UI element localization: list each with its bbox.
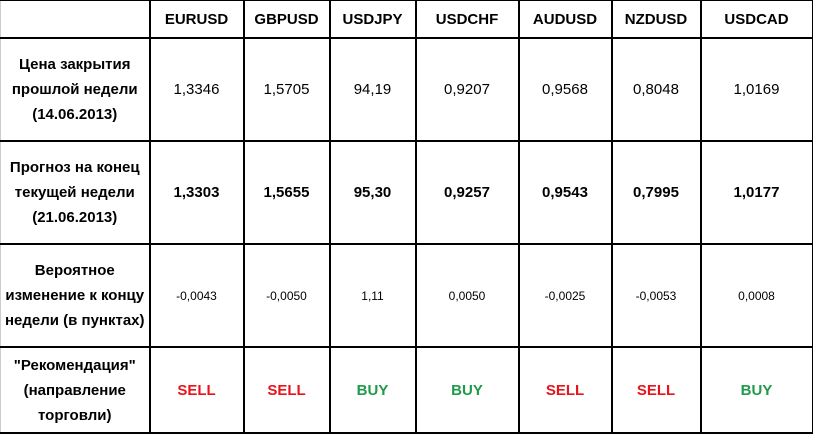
recommendation-buy: BUY xyxy=(699,346,813,434)
row-label: "Рекомендация" (направление торговли) xyxy=(0,346,151,434)
table-row: Цена закрытия прошлой недели (14.06.2013… xyxy=(0,37,813,142)
header-cell: USDJPY xyxy=(328,0,417,39)
cell: 0,9568 xyxy=(517,37,613,142)
cell: 1,11 xyxy=(328,243,417,348)
cell: 95,30 xyxy=(328,140,417,245)
table-row: "Рекомендация" (направление торговли) SE… xyxy=(0,346,813,434)
cell: 1,3303 xyxy=(148,140,245,245)
cell: 0,7995 xyxy=(610,140,702,245)
cell: -0,0053 xyxy=(610,243,702,348)
cell: 0,0008 xyxy=(699,243,813,348)
cell: 0,9543 xyxy=(517,140,613,245)
cell: 1,5655 xyxy=(242,140,331,245)
table-row: Прогноз на конец текущей недели (21.06.2… xyxy=(0,140,813,245)
header-cell: AUDUSD xyxy=(517,0,613,39)
header-row: EURUSD GBPUSD USDJPY USDCHF AUDUSD NZDUS… xyxy=(0,0,813,39)
table-row: Вероятное изменение к концу недели (в пу… xyxy=(0,243,813,348)
cell: -0,0025 xyxy=(517,243,613,348)
cell: 0,8048 xyxy=(610,37,702,142)
cell: -0,0043 xyxy=(148,243,245,348)
header-cell: EURUSD xyxy=(148,0,245,39)
header-cell: USDCAD xyxy=(699,0,813,39)
cell: 94,19 xyxy=(328,37,417,142)
row-label: Прогноз на конец текущей недели (21.06.2… xyxy=(0,140,151,245)
recommendation-sell: SELL xyxy=(148,346,245,434)
cell: 1,3346 xyxy=(148,37,245,142)
cell: 0,9257 xyxy=(414,140,520,245)
row-label: Вероятное изменение к концу недели (в пу… xyxy=(0,243,151,348)
cell: -0,0050 xyxy=(242,243,331,348)
cell: 0,0050 xyxy=(414,243,520,348)
recommendation-sell: SELL xyxy=(517,346,613,434)
header-cell: USDCHF xyxy=(414,0,520,39)
cell: 1,0177 xyxy=(699,140,813,245)
recommendation-sell: SELL xyxy=(610,346,702,434)
cell: 0,9207 xyxy=(414,37,520,142)
recommendation-buy: BUY xyxy=(328,346,417,434)
row-label: Цена закрытия прошлой недели (14.06.2013… xyxy=(0,37,151,142)
cell: 1,0169 xyxy=(699,37,813,142)
header-corner xyxy=(0,0,151,39)
header-cell: GBPUSD xyxy=(242,0,331,39)
recommendation-sell: SELL xyxy=(242,346,331,434)
recommendation-buy: BUY xyxy=(414,346,520,434)
cell: 1,5705 xyxy=(242,37,331,142)
header-cell: NZDUSD xyxy=(610,0,702,39)
